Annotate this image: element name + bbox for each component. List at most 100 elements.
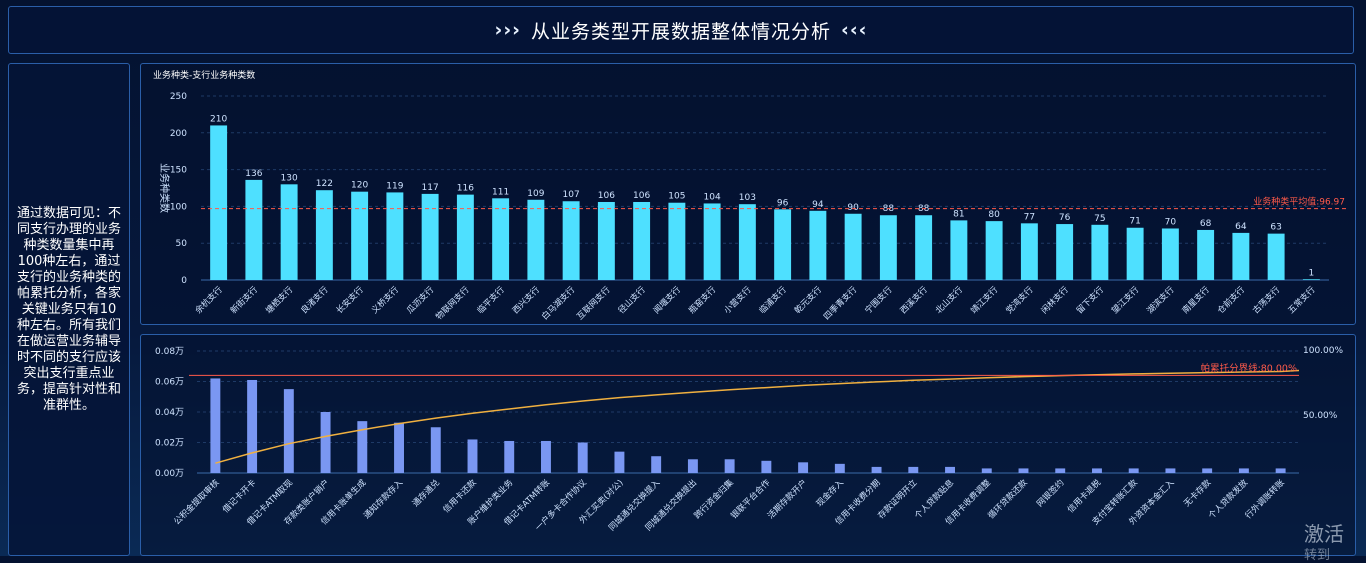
bar <box>357 421 368 473</box>
watermark-text: 激活 <box>1304 522 1344 546</box>
bar <box>1161 228 1179 280</box>
x-tick-label: 湖滨支行 <box>1145 284 1177 316</box>
bar <box>386 192 404 280</box>
bar <box>1267 233 1285 280</box>
data-label: 94 <box>812 200 824 210</box>
data-label: 70 <box>1165 217 1177 227</box>
y-tick-label: 0 <box>181 276 187 286</box>
data-label: 130 <box>281 173 298 183</box>
data-label: 136 <box>245 169 262 179</box>
data-label: 120 <box>351 181 368 191</box>
x-tick-label: 临平支行 <box>475 284 507 316</box>
x-tick-label: 余杭支行 <box>193 284 225 316</box>
x-tick-label: 径山支行 <box>616 284 648 316</box>
y-tick-label: 150 <box>170 166 187 176</box>
data-label: 96 <box>777 198 789 208</box>
y-tick-label: 0.04万 <box>155 408 184 418</box>
bar <box>915 215 933 280</box>
bar <box>492 198 510 280</box>
chart-title: 业务种类-支行业务种类数 <box>153 69 255 81</box>
bar <box>844 213 862 280</box>
bar <box>1128 468 1139 473</box>
y-tick-label: 50 <box>176 239 188 249</box>
bar <box>738 204 756 280</box>
x-tick-label: 瓶窑支行 <box>686 284 718 316</box>
x-tick-label: 通知存款存入 <box>361 477 405 521</box>
header-right-arrows: ‹‹‹ <box>841 19 868 41</box>
data-label: 105 <box>668 192 685 202</box>
x-tick-label: 五常支行 <box>1286 284 1318 316</box>
bar <box>633 201 651 280</box>
bar <box>245 179 263 280</box>
y-tick-label: 0.00万 <box>155 469 184 479</box>
right-tick-label: 100.00% <box>1303 346 1343 356</box>
x-tick-label: 新街支行 <box>228 284 260 316</box>
y-axis-label: 业务种类数 <box>158 163 171 213</box>
x-tick-label: 南星支行 <box>1180 284 1212 316</box>
bar <box>210 125 228 280</box>
y-tick-label: 200 <box>170 129 187 139</box>
x-tick-label: 瓜沥支行 <box>404 284 436 316</box>
bar <box>1165 468 1176 473</box>
bar <box>467 439 478 473</box>
x-tick-label: 四季青支行 <box>821 284 859 322</box>
header-left-arrows: ››› <box>494 19 521 41</box>
data-label: 122 <box>316 179 333 189</box>
bar <box>430 427 441 473</box>
x-tick-label: 长安支行 <box>334 284 366 316</box>
bar <box>456 194 474 280</box>
x-tick-label: 良渚支行 <box>299 284 331 316</box>
x-tick-label: 义桥支行 <box>369 284 401 316</box>
bar <box>703 203 721 280</box>
x-tick-label: 闻堰支行 <box>651 284 683 316</box>
bar <box>1275 468 1286 473</box>
pareto-bar-chart: 0.00万 0.02万 0.04万 0.06万 0.08万 100.00% 50.00% 公积… <box>155 346 1343 533</box>
data-label: 81 <box>953 209 964 219</box>
x-tick-label: 信用卡还款 <box>441 477 479 515</box>
data-label: 90 <box>847 203 859 213</box>
bar <box>283 389 294 473</box>
bar <box>320 412 331 473</box>
bar <box>527 199 545 280</box>
bar <box>651 456 662 473</box>
bar <box>1018 468 1029 473</box>
bar <box>1202 468 1213 473</box>
data-label: 80 <box>988 210 1000 220</box>
data-label: 88 <box>918 204 930 214</box>
y-tick-label: 100 <box>170 202 187 212</box>
bar <box>1020 223 1038 280</box>
bar <box>280 184 298 280</box>
page-header: ››› 从业务类型开展数据整体情况分析 ‹‹‹ <box>8 6 1354 54</box>
x-tick-label: 乾元支行 <box>792 284 824 316</box>
x-tick-label: 通存通兑 <box>410 477 442 509</box>
data-label: 103 <box>739 193 756 203</box>
x-tick-label: 物联网支行 <box>434 284 472 322</box>
bar <box>879 215 897 280</box>
x-tick-label: 借记卡开卡 <box>220 477 258 515</box>
analysis-text: 通过数据可见：不同支行办理的业务种类数量集中再100种左右，通过支行的业务种类的… <box>17 205 122 413</box>
bar <box>1302 279 1320 280</box>
x-tick-label: 闲林支行 <box>1039 284 1071 316</box>
data-label: 76 <box>1059 213 1071 223</box>
bar <box>210 378 221 473</box>
data-label: 111 <box>492 187 509 197</box>
x-tick-label: 现金存入 <box>814 477 846 509</box>
data-label: 109 <box>527 189 544 199</box>
pareto-line <box>215 369 1300 464</box>
data-label: 1 <box>1309 268 1315 278</box>
x-tick-label: 小营支行 <box>722 284 754 316</box>
bar <box>577 442 588 473</box>
bar <box>809 210 827 280</box>
bar <box>351 191 369 280</box>
pareto-chart-panel: 0.00万 0.02万 0.04万 0.06万 0.08万 100.00% 50.00% 公积… <box>140 334 1356 556</box>
bar <box>1091 224 1109 280</box>
bar <box>541 440 551 473</box>
data-label: 119 <box>386 181 403 191</box>
pareto-threshold-label: 帕累托分界线:80.00% <box>1201 362 1297 374</box>
data-label: 77 <box>1024 212 1035 222</box>
bar <box>985 221 1003 280</box>
bar <box>315 190 333 280</box>
bar <box>798 462 809 473</box>
y-tick-label: 0.08万 <box>155 347 184 357</box>
data-label: 71 <box>1129 217 1140 227</box>
